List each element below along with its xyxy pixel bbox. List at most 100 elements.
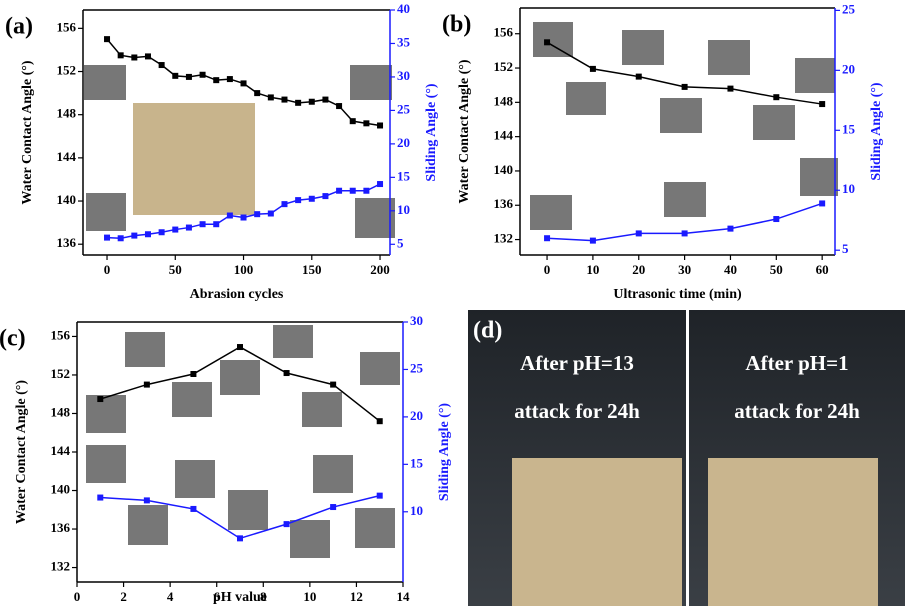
marker: [295, 197, 301, 203]
droplet-image: [800, 158, 838, 196]
droplet-image: [128, 505, 168, 545]
marker: [104, 235, 110, 241]
marker: [377, 181, 383, 187]
marker: [281, 201, 287, 207]
marker: [172, 73, 178, 79]
y2-tick-label: 10: [842, 181, 855, 196]
x-tick-label: 50: [169, 262, 182, 277]
marker: [636, 230, 642, 236]
marker: [819, 200, 825, 206]
y2-axis-label: Sliding Angle (°): [869, 82, 884, 181]
marker: [190, 506, 196, 512]
marker: [727, 226, 733, 232]
marker: [363, 188, 369, 194]
panel-label: (b): [442, 12, 471, 38]
y-tick-label: 148: [57, 106, 77, 121]
droplet-image: [86, 395, 126, 433]
marker: [186, 225, 192, 231]
y2-axis-label: Sliding Angle (°): [424, 83, 439, 182]
x-tick-label: 0: [104, 262, 111, 277]
droplet-image: [753, 105, 795, 140]
marker: [336, 103, 342, 109]
droplet-image: [175, 460, 215, 498]
x-tick-label: 200: [370, 262, 390, 277]
x-tick-label: 20: [632, 262, 645, 277]
droplet-image: [84, 65, 126, 100]
marker: [309, 99, 315, 105]
figure: (d) After pH=13 attack for 24h After pH=…: [0, 0, 905, 606]
y2-tick-label: 20: [397, 135, 410, 150]
droplet-image: [228, 490, 268, 530]
y-tick-label: 136: [57, 235, 77, 250]
y2-tick-label: 35: [397, 34, 411, 49]
droplet-image: [664, 182, 706, 217]
marker: [131, 233, 137, 239]
y-tick-label: 156: [494, 25, 514, 40]
marker: [773, 94, 779, 100]
y2-tick-label: 25: [397, 101, 411, 116]
droplet-image: [360, 352, 400, 385]
marker: [773, 216, 779, 222]
marker: [544, 235, 550, 241]
marker: [727, 86, 733, 92]
marker: [363, 120, 369, 126]
marker: [377, 418, 383, 424]
droplet-image: [313, 455, 353, 493]
x-tick-label: 60: [816, 262, 829, 277]
y2-tick-label: 5: [842, 241, 849, 256]
y-tick-label: 148: [51, 404, 71, 419]
y2-tick-label: 30: [410, 313, 423, 328]
y-tick-label: 144: [494, 128, 514, 143]
marker: [309, 196, 315, 202]
marker: [254, 211, 260, 217]
droplet-image: [172, 382, 212, 417]
marker: [330, 504, 336, 510]
y-tick-label: 140: [57, 192, 77, 207]
droplet-image: [622, 30, 664, 65]
x-tick-label: 10: [586, 262, 599, 277]
droplet-image: [533, 22, 573, 57]
marker: [636, 74, 642, 80]
marker: [159, 229, 165, 235]
fabric-photo: [133, 103, 255, 215]
y-tick-label: 152: [57, 63, 77, 78]
droplet-image: [708, 40, 750, 75]
droplet-image: [86, 445, 126, 483]
y-tick-label: 156: [51, 327, 71, 342]
marker: [281, 97, 287, 103]
x-tick-label: 30: [678, 262, 691, 277]
panel-label: (c): [0, 326, 26, 352]
y2-tick-label: 10: [397, 202, 410, 217]
marker: [295, 100, 301, 106]
x-tick-label: 14: [397, 589, 411, 604]
y-tick-label: 144: [57, 149, 77, 164]
y-tick-label: 152: [494, 59, 514, 74]
marker: [159, 62, 165, 68]
photo-caption: After pH=1: [745, 351, 848, 375]
photo-caption: attack for 24h: [514, 399, 640, 423]
x-axis-label: Ultrasonic time (min): [613, 287, 742, 302]
droplet-image: [566, 82, 606, 115]
y2-tick-label: 30: [397, 68, 410, 83]
y2-tick-label: 20: [842, 61, 855, 76]
marker: [190, 371, 196, 377]
marker: [213, 77, 219, 83]
y2-tick-label: 25: [410, 360, 424, 375]
marker: [172, 227, 178, 233]
marker: [284, 370, 290, 376]
y-axis-label: Water Contact Angle (°): [20, 60, 35, 204]
x-tick-label: 150: [302, 262, 322, 277]
y2-tick-label: 5: [397, 235, 404, 250]
marker: [213, 221, 219, 227]
droplet-image: [355, 508, 395, 548]
y2-tick-label: 15: [397, 168, 411, 183]
droplet-image: [530, 195, 572, 230]
marker: [322, 193, 328, 199]
marker: [104, 36, 110, 42]
y-tick-label: 136: [494, 196, 514, 211]
panel-label: (a): [5, 14, 33, 40]
marker: [118, 52, 124, 58]
marker: [237, 344, 243, 350]
x-tick-label: 100: [234, 262, 254, 277]
y-tick-label: 132: [51, 559, 71, 574]
